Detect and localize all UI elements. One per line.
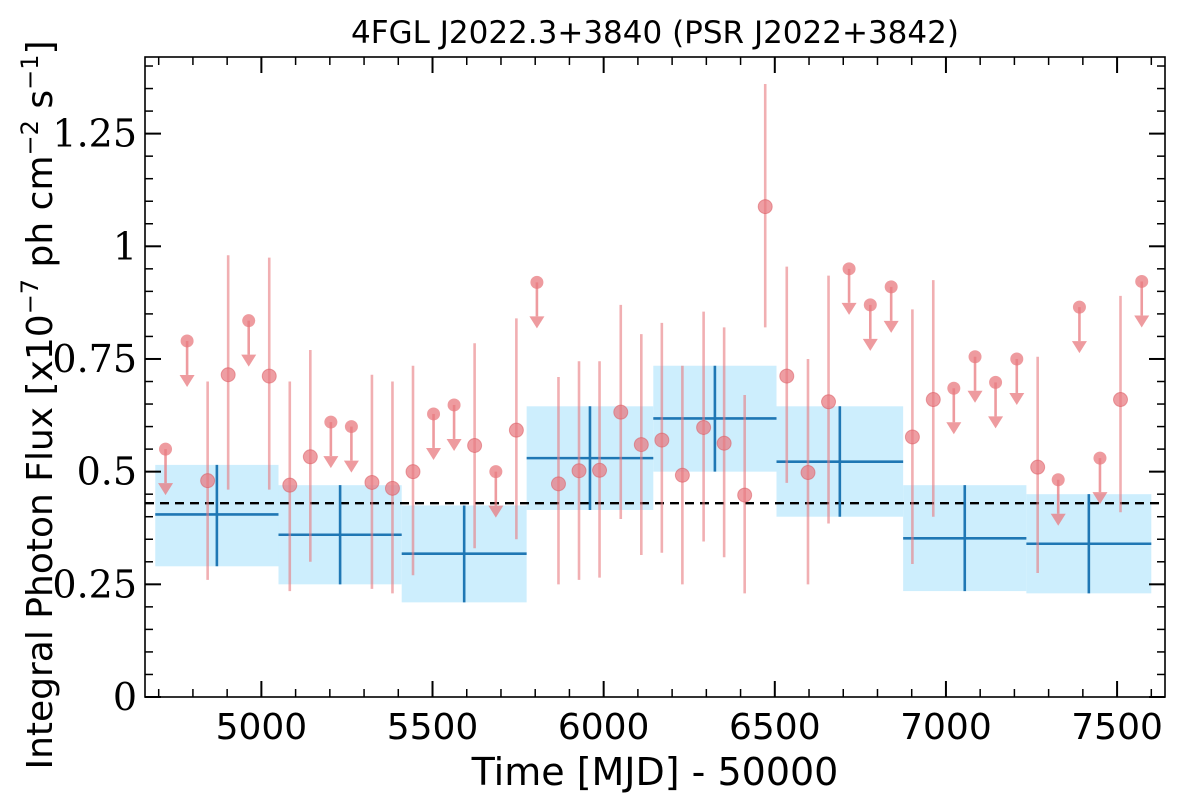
upper-limit-point [427, 407, 441, 421]
upper-limit-arrow [241, 354, 257, 367]
upper-limit-point [1051, 473, 1065, 487]
flux-point [757, 199, 773, 215]
flux-point [654, 432, 670, 448]
y-axis-label-exponent: −7 [16, 279, 44, 314]
x-tick-label: 7000 [900, 707, 992, 748]
flux-point [696, 419, 712, 435]
upper-limit-arrow [529, 316, 545, 329]
upper-limit-arrow [1071, 341, 1087, 354]
upper-limit-point [1093, 451, 1107, 465]
x-tick-label: 5000 [216, 707, 308, 748]
flux-point [405, 464, 421, 480]
upper-limit-point [1135, 274, 1149, 288]
flux-point [737, 487, 753, 503]
upper-limit-arrow [946, 422, 962, 435]
y-axis-label-exponent: −1 [16, 55, 44, 90]
upper-limit-arrow [1092, 492, 1108, 505]
y-axis-label-part: Integral Photon Flux [x10 [20, 314, 61, 769]
y-axis-label-part: ph cm [20, 155, 61, 278]
flux-point [282, 477, 298, 493]
flux-point [1030, 459, 1046, 475]
y-tick-label: 0.25 [52, 562, 137, 606]
upper-limit-point [884, 280, 898, 294]
upper-limit-point [489, 465, 503, 479]
y-tick-label: 0.75 [52, 337, 137, 381]
flux-point [384, 480, 400, 496]
x-axis-label: Time [MJD] - 50000 [471, 750, 839, 794]
flux-point [550, 476, 566, 492]
flux-point [1113, 392, 1129, 408]
upper-limit-point [968, 350, 982, 364]
x-tick-label: 6500 [729, 707, 821, 748]
flux-point [633, 437, 649, 453]
upper-limit-point [842, 262, 856, 276]
upper-limit-arrow [841, 302, 857, 315]
plot-frame [144, 56, 1166, 698]
flux-point [613, 404, 629, 420]
upper-limit-point [1072, 300, 1086, 314]
upper-limit-arrow [158, 483, 174, 496]
upper-limit-arrow [323, 456, 339, 469]
upper-limit-point [1010, 352, 1024, 366]
flux-point [571, 463, 587, 479]
x-tick-label: 5500 [387, 707, 479, 748]
upper-limit-arrow [988, 416, 1004, 429]
chart-title: 4FGL J2022.3+3840 (PSR J2022+3842) [351, 15, 959, 51]
flux-point [716, 435, 732, 451]
upper-limit-point [324, 415, 338, 429]
flux-point [592, 462, 608, 478]
flux-point [261, 368, 277, 384]
flux-point [364, 474, 380, 490]
y-axis: 0 0.25 0.5 0.75 1 1.25 [52, 65, 1165, 719]
upper-limit-point [947, 381, 961, 395]
y-tick-label: 1.25 [52, 112, 137, 156]
flux-point [800, 465, 816, 481]
upper-limit-point [863, 298, 877, 312]
upper-limit-arrow [446, 438, 462, 451]
upper-limit-point [180, 334, 194, 348]
y-tick-label: 1 [113, 224, 137, 268]
upper-limit-point [159, 442, 173, 456]
plot-area [145, 84, 1165, 603]
upper-limit-arrow [179, 374, 195, 387]
flux-point [925, 392, 941, 408]
flux-point [200, 473, 216, 489]
y-axis-label-part: s [20, 90, 61, 120]
upper-limit-point [530, 275, 544, 289]
upper-limit-arrow [1134, 315, 1150, 328]
upper-limit-arrow [343, 460, 359, 473]
upper-limit-arrow [862, 338, 878, 351]
upper-limit-arrow [967, 390, 983, 403]
flux-point [302, 449, 318, 465]
flux-point [220, 367, 236, 383]
flux-point [674, 467, 690, 483]
flux-point [467, 438, 483, 454]
upper-limit-point [242, 314, 256, 328]
upper-limit-point [447, 398, 461, 412]
upper-limit-arrow [426, 447, 442, 460]
x-tick-label: 7500 [1071, 707, 1163, 748]
flux-point [508, 422, 524, 438]
y-axis-label-exponent: −2 [16, 120, 44, 155]
y-axis-label-part: ] [20, 40, 61, 54]
flux-point [821, 394, 837, 410]
flux-point [904, 429, 920, 445]
y-tick-label: 0.5 [77, 450, 137, 494]
upper-limit-point [344, 420, 358, 434]
x-axis: 5000 5500 6000 6500 7000 7500 [157, 57, 1163, 748]
upper-limit-arrow [883, 320, 899, 333]
bin-error-bands [155, 365, 1152, 603]
upper-limit-arrow [1050, 513, 1066, 526]
upper-limit-arrow [1009, 392, 1025, 405]
flux-points-layer [158, 84, 1150, 594]
upper-limit-point [989, 375, 1003, 389]
upper-limit-arrow [488, 505, 504, 518]
y-axis-label: Integral Photon Flux [x10−7 ph cm−2 s−1] [16, 40, 61, 769]
binned-flux-layer [155, 365, 1152, 603]
y-tick-label: 0 [113, 675, 137, 719]
x-tick-label: 6000 [558, 707, 650, 748]
flux-point [779, 368, 795, 384]
